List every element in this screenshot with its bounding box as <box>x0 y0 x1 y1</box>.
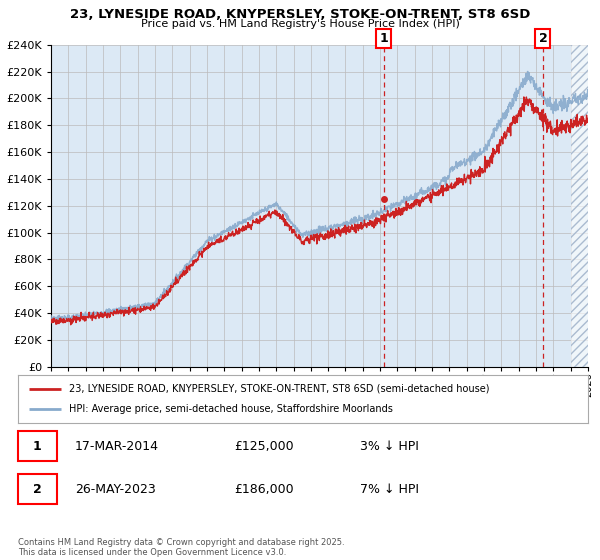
Text: Contains HM Land Registry data © Crown copyright and database right 2025.
This d: Contains HM Land Registry data © Crown c… <box>18 538 344 557</box>
Text: 2: 2 <box>33 483 42 496</box>
Text: 17-MAR-2014: 17-MAR-2014 <box>75 440 159 453</box>
Text: £186,000: £186,000 <box>235 483 294 496</box>
Text: 1: 1 <box>379 32 388 45</box>
Text: 1: 1 <box>33 440 42 453</box>
FancyBboxPatch shape <box>18 474 57 505</box>
Text: 23, LYNESIDE ROAD, KNYPERSLEY, STOKE-ON-TRENT, ST8 6SD: 23, LYNESIDE ROAD, KNYPERSLEY, STOKE-ON-… <box>70 8 530 21</box>
Text: HPI: Average price, semi-detached house, Staffordshire Moorlands: HPI: Average price, semi-detached house,… <box>70 404 393 414</box>
Text: 2: 2 <box>539 32 547 45</box>
Text: 3% ↓ HPI: 3% ↓ HPI <box>360 440 419 453</box>
FancyBboxPatch shape <box>18 431 57 461</box>
Text: 26-MAY-2023: 26-MAY-2023 <box>75 483 156 496</box>
Text: Price paid vs. HM Land Registry's House Price Index (HPI): Price paid vs. HM Land Registry's House … <box>140 19 460 29</box>
Text: 23, LYNESIDE ROAD, KNYPERSLEY, STOKE-ON-TRENT, ST8 6SD (semi-detached house): 23, LYNESIDE ROAD, KNYPERSLEY, STOKE-ON-… <box>70 384 490 394</box>
Text: £125,000: £125,000 <box>235 440 294 453</box>
Text: 7% ↓ HPI: 7% ↓ HPI <box>360 483 419 496</box>
